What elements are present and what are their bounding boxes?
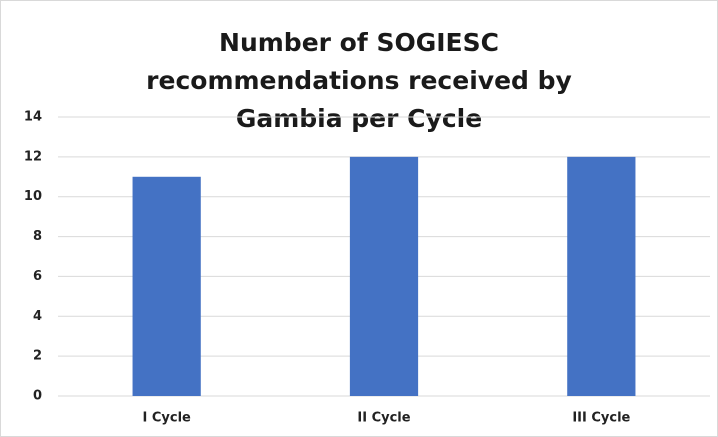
y-tick-label: 10 <box>24 189 42 204</box>
y-tick-label: 4 <box>33 309 42 324</box>
x-tick-label: I Cycle <box>142 411 191 426</box>
y-tick-label: 0 <box>33 389 42 404</box>
y-tick-label: 8 <box>33 229 42 244</box>
bar <box>349 156 419 396</box>
x-tick-label: II Cycle <box>357 411 410 426</box>
y-tick-label: 14 <box>24 110 42 125</box>
bar <box>567 156 636 396</box>
bar <box>132 176 201 396</box>
y-tick-label: 2 <box>33 349 42 364</box>
y-tick-label: 6 <box>33 269 42 284</box>
x-tick-label: III Cycle <box>572 411 630 426</box>
y-tick-label: 12 <box>24 149 42 164</box>
chart-title: Number of SOGIESC recommendations receiv… <box>146 28 572 133</box>
